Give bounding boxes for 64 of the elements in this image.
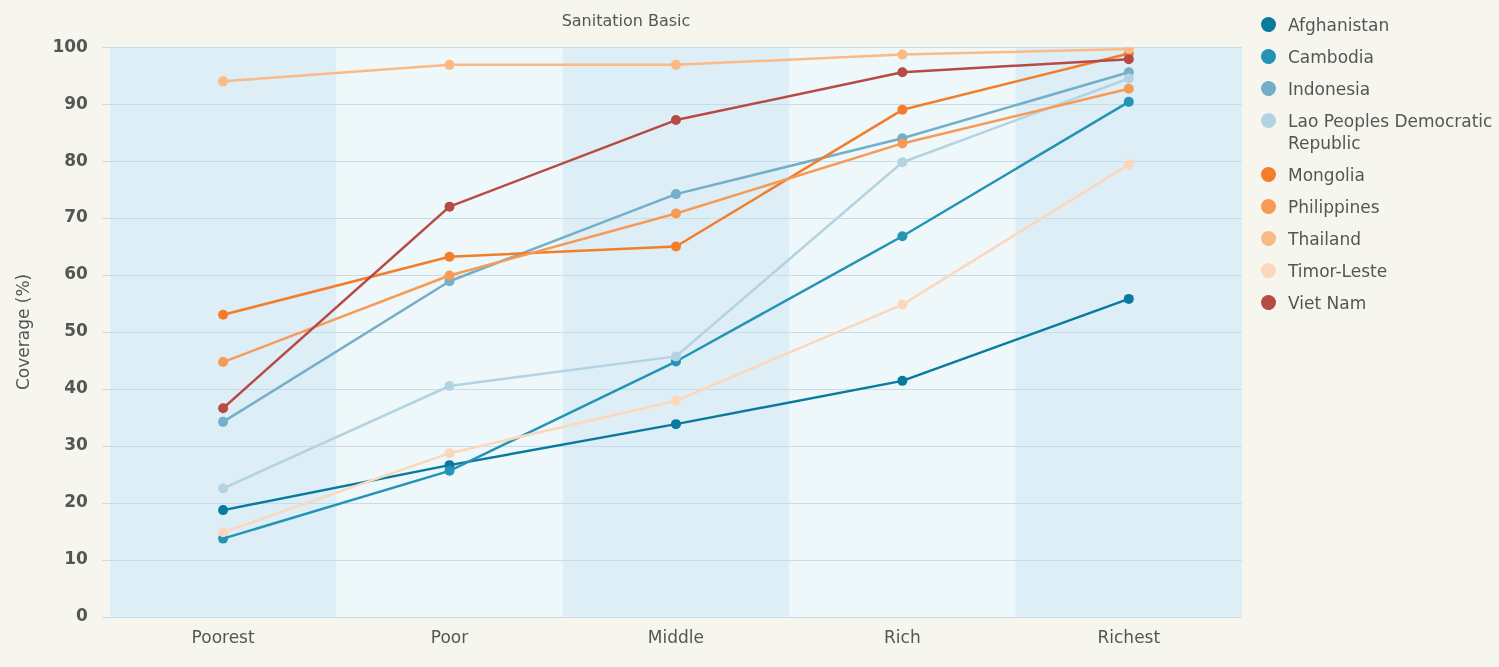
point: [218, 76, 229, 87]
point: [444, 59, 455, 70]
point: [444, 380, 455, 391]
x-tick-label: Rich: [884, 627, 921, 648]
chart-title: Sanitation Basic: [561, 10, 691, 30]
point: [670, 351, 681, 362]
y-tick-label: 30: [64, 434, 89, 455]
point: [897, 375, 908, 386]
point: [218, 403, 229, 414]
x-tick-label: Poor: [430, 627, 469, 648]
point: [444, 448, 455, 459]
y-tick-label: 50: [64, 320, 89, 341]
legend-label: Mongolia: [1288, 164, 1365, 186]
y-tick-label: 40: [64, 377, 89, 398]
x-tick-label: Richest: [1097, 627, 1161, 648]
y-tick-label: 100: [52, 35, 89, 56]
y-tick-label: 60: [64, 263, 89, 284]
point: [1123, 54, 1134, 65]
legend-label: Thailand: [1288, 228, 1362, 250]
legend-label: Philippines: [1288, 196, 1380, 218]
point: [670, 59, 681, 70]
point: [670, 395, 681, 406]
point: [218, 357, 229, 368]
legend-label: Indonesia: [1288, 78, 1371, 100]
y-tick-label: 70: [64, 206, 89, 227]
y-tick-label: 20: [64, 491, 89, 512]
point: [670, 419, 681, 430]
point: [444, 251, 455, 262]
point: [897, 138, 908, 149]
point: [670, 208, 681, 219]
point: [444, 201, 455, 212]
y-axis-title: Coverage (%): [12, 273, 33, 391]
legend-label: Cambodia: [1288, 46, 1374, 68]
point: [670, 241, 681, 252]
y-tick-label: 80: [64, 149, 89, 170]
legend-label: Timor-Leste: [1288, 260, 1388, 282]
x-tick-label: Poorest: [191, 627, 255, 648]
point: [444, 465, 455, 476]
legend-label: Afghanistan: [1288, 14, 1390, 36]
point: [1123, 73, 1134, 84]
point: [897, 299, 908, 310]
legend-label: Lao Peoples Democratic Republic: [1288, 110, 1494, 154]
point: [218, 505, 229, 516]
point: [218, 483, 229, 494]
point: [897, 67, 908, 78]
point: [670, 115, 681, 126]
point: [218, 416, 229, 427]
x-tick-label: Middle: [647, 627, 705, 648]
point: [1123, 159, 1134, 170]
legend-label: Viet Nam: [1288, 292, 1367, 314]
y-tick-label: 0: [76, 605, 89, 626]
point: [218, 527, 229, 538]
y-tick-label: 10: [64, 548, 89, 569]
point: [897, 157, 908, 168]
point: [897, 231, 908, 242]
point: [218, 309, 229, 320]
point: [1123, 83, 1134, 94]
point: [1123, 293, 1134, 304]
point: [897, 49, 908, 60]
y-tick-label: 90: [64, 92, 89, 113]
point: [897, 104, 908, 115]
point: [670, 189, 681, 200]
point: [444, 270, 455, 281]
point: [1123, 96, 1134, 107]
